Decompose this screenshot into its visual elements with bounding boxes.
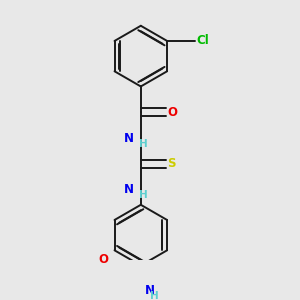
Text: Cl: Cl [196,34,209,47]
Text: H: H [151,291,159,300]
Text: N: N [124,131,134,145]
Text: N: N [124,183,134,196]
Text: S: S [167,157,176,170]
Text: N: N [145,284,154,297]
Text: O: O [99,253,109,266]
Text: O: O [167,106,178,119]
Text: H: H [140,139,148,148]
Text: H: H [140,190,148,200]
